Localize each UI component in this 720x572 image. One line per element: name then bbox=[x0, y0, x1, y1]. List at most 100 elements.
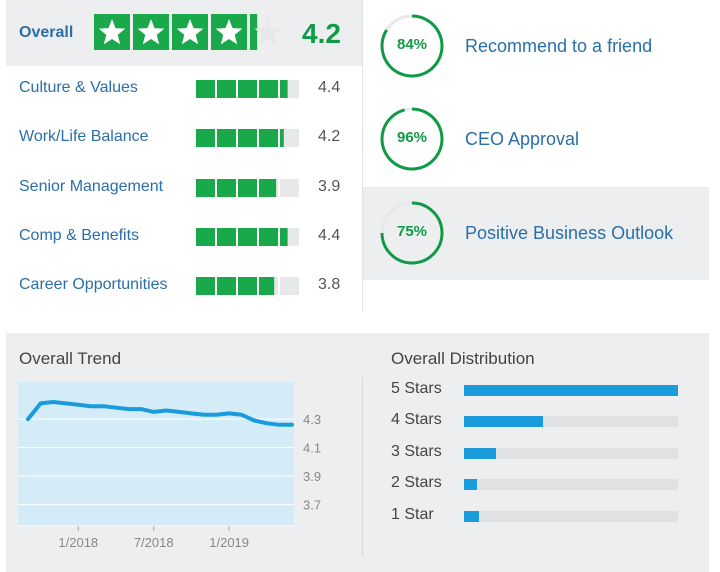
ceo-approval-label[interactable]: CEO Approval bbox=[465, 129, 580, 149]
overall-label: Overall bbox=[19, 24, 74, 41]
distribution-row-4-stars[interactable]: 4 Stars bbox=[391, 409, 691, 433]
rating-segment-fill bbox=[196, 179, 215, 197]
rating-segment-fill bbox=[238, 228, 257, 246]
category-value: 4.4 bbox=[318, 79, 341, 96]
distribution-fill bbox=[464, 385, 678, 396]
rating-segment-fill bbox=[259, 80, 278, 98]
distribution-track bbox=[464, 511, 678, 522]
rating-segment-fill bbox=[238, 129, 257, 147]
distribution-label: 2 Stars bbox=[391, 474, 442, 491]
distribution-title: Overall Distribution bbox=[391, 349, 535, 368]
approval-panel: 84% Recommend to a friend 96% CEO Approv… bbox=[363, 0, 709, 280]
business-outlook-row: 75% Positive Business Outlook bbox=[363, 187, 709, 280]
category-value: 4.4 bbox=[318, 227, 341, 244]
rating-segment-fill bbox=[280, 228, 288, 246]
category-label[interactable]: Work/Life Balance bbox=[19, 128, 149, 145]
trend-y-tick: 3.9 bbox=[303, 469, 321, 484]
business-outlook-ring bbox=[380, 201, 444, 265]
ceo-approval-ring bbox=[380, 107, 444, 171]
category-value: 4.2 bbox=[318, 128, 341, 145]
rating-segment-bg bbox=[280, 277, 299, 295]
distribution-fill bbox=[464, 448, 497, 459]
recommend-label[interactable]: Recommend to a friend bbox=[465, 36, 653, 56]
ring-fill bbox=[380, 107, 444, 171]
rating-segment-fill bbox=[217, 179, 236, 197]
ring-fill bbox=[380, 201, 444, 265]
category-rating-bar bbox=[196, 80, 299, 98]
rating-segment-fill bbox=[196, 228, 215, 246]
overall-trend-chart: 4.3 4.1 3.9 3.7 1/2018 7/2018 1/2019 bbox=[18, 382, 321, 550]
distribution-track bbox=[464, 385, 678, 396]
rating-segment-fill bbox=[259, 277, 275, 295]
rating-segment-fill bbox=[259, 129, 278, 147]
rating-segment-fill bbox=[217, 129, 236, 147]
distribution-row-3-stars[interactable]: 3 Stars bbox=[391, 441, 691, 465]
rating-segment-bg bbox=[280, 179, 299, 197]
column-divider bbox=[362, 378, 363, 556]
rating-segment-bg bbox=[280, 129, 299, 147]
overall-star-rating bbox=[94, 14, 282, 50]
rating-segment-fill bbox=[217, 228, 236, 246]
category-row-work-life-balance[interactable]: Work/Life Balance 4.2 bbox=[6, 118, 362, 158]
distribution-label: 5 Stars bbox=[391, 380, 442, 397]
business-outlook-label[interactable]: Positive Business Outlook bbox=[465, 223, 674, 243]
rating-segment-fill bbox=[238, 179, 257, 197]
trend-distribution-panel: Overall Trend 4.3 4.1 3.9 3.7 1/2018 7/2018 1/… bbox=[6, 333, 709, 572]
star-3 bbox=[172, 14, 208, 50]
ceo-approval-row: 96% CEO Approval bbox=[363, 93, 709, 186]
distribution-fill bbox=[464, 416, 544, 427]
rating-segment-fill bbox=[217, 277, 236, 295]
trend-y-tick: 3.7 bbox=[303, 498, 321, 513]
overall-rating-row: Overall 4.2 bbox=[6, 0, 362, 66]
category-row-comp-benefits[interactable]: Comp & Benefits 4.4 bbox=[6, 217, 362, 257]
trend-y-tick: 4.3 bbox=[303, 412, 321, 427]
trend-title: Overall Trend bbox=[19, 349, 122, 368]
rating-segment-fill bbox=[259, 179, 277, 197]
recommend-ring bbox=[380, 14, 444, 78]
star-1 bbox=[94, 14, 130, 50]
category-row-career-opportunities[interactable]: Career Opportunities 3.8 bbox=[6, 266, 362, 306]
category-row-senior-management[interactable]: Senior Management 3.9 bbox=[6, 168, 362, 208]
category-label[interactable]: Culture & Values bbox=[19, 79, 138, 96]
trend-x-tick: 7/2018 bbox=[134, 535, 174, 550]
category-rating-bar bbox=[196, 129, 299, 147]
distribution-label: 1 Star bbox=[391, 506, 434, 523]
distribution-fill bbox=[464, 479, 477, 490]
distribution-label: 4 Stars bbox=[391, 411, 442, 428]
distribution-row-5-stars[interactable]: 5 Stars bbox=[391, 378, 691, 402]
category-row-culture-values[interactable]: Culture & Values 4.4 bbox=[6, 69, 362, 109]
rating-segment-fill bbox=[238, 80, 257, 98]
star-4 bbox=[211, 14, 247, 50]
category-rating-bar bbox=[196, 179, 299, 197]
ring-fill bbox=[380, 14, 444, 78]
distribution-label: 3 Stars bbox=[391, 443, 442, 460]
trend-x-tick: 1/2018 bbox=[58, 535, 98, 550]
category-value: 3.9 bbox=[318, 178, 341, 195]
rating-segment-fill bbox=[196, 80, 215, 98]
business-outlook-percent: 75% bbox=[396, 223, 428, 240]
rating-segment-fill bbox=[238, 277, 257, 295]
rating-segment-fill bbox=[196, 277, 215, 295]
distribution-track bbox=[464, 479, 678, 490]
category-label[interactable]: Senior Management bbox=[19, 178, 164, 195]
ratings-panel: Overall 4.2 Culture & Values 4.4 Work/Li… bbox=[6, 0, 362, 312]
distribution-row-1-star[interactable]: 1 Star bbox=[391, 504, 691, 528]
star-2 bbox=[133, 14, 169, 50]
category-rating-bar bbox=[196, 228, 299, 246]
trend-y-tick: 4.1 bbox=[303, 441, 321, 456]
distribution-fill bbox=[464, 511, 479, 522]
rating-segment-fill bbox=[196, 129, 215, 147]
distribution-row-2-stars[interactable]: 2 Stars bbox=[391, 472, 691, 496]
distribution-track bbox=[464, 416, 678, 427]
trend-x-tick: 1/2019 bbox=[209, 535, 249, 550]
rating-segment-fill bbox=[217, 80, 236, 98]
column-divider bbox=[362, 0, 363, 312]
ceo-approval-percent: 96% bbox=[396, 129, 428, 146]
category-label[interactable]: Career Opportunities bbox=[19, 276, 168, 293]
rating-segment-fill bbox=[280, 80, 288, 98]
trend-line bbox=[26, 400, 294, 427]
category-label[interactable]: Comp & Benefits bbox=[19, 227, 140, 244]
rating-segment-fill bbox=[280, 129, 284, 147]
trend-plot-area bbox=[18, 382, 294, 526]
recommend-row: 84% Recommend to a friend bbox=[363, 0, 709, 93]
